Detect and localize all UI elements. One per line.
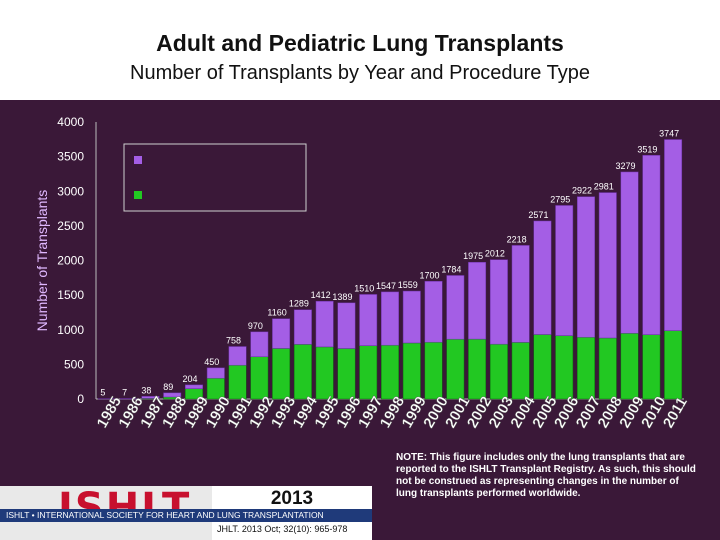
bar-purple — [642, 155, 661, 335]
bar-green — [381, 344, 399, 400]
bar-green — [337, 348, 356, 400]
bar-green — [228, 364, 247, 400]
stacked-bar-chart: 0 500 1000 1500 2000 2500 3000 3500 4000 Number o… — [34, 115, 691, 431]
bar-purple — [228, 346, 247, 366]
bar-total-label: 2571 — [528, 210, 548, 220]
bar-total-label: 1784 — [441, 264, 461, 274]
bar-purple — [381, 291, 399, 346]
legend-box — [123, 143, 307, 212]
bar-green — [577, 336, 595, 400]
bar-green — [424, 341, 443, 400]
bar-total-label: 1412 — [311, 290, 331, 300]
bar-purple — [489, 259, 508, 345]
bar-purple — [141, 396, 160, 399]
bar-green — [402, 342, 421, 400]
bar-purple — [337, 302, 356, 349]
bar-green — [511, 342, 530, 400]
chart-title: Adult and Pediatric Lung Transplants — [156, 30, 564, 56]
bar-green — [664, 330, 683, 400]
bar-total-label: 1547 — [376, 281, 396, 291]
bar-green — [642, 334, 661, 400]
bar-total-label: 3519 — [637, 144, 657, 154]
bar-green — [468, 338, 487, 400]
bar-total-label: 970 — [248, 321, 263, 331]
bar-green — [555, 335, 574, 400]
bar-purple — [402, 290, 421, 344]
legend-swatch-purple — [134, 156, 142, 164]
bar-total-label: 2922 — [572, 186, 592, 196]
bar-total-label: 1160 — [267, 308, 286, 318]
bar-total-label: 2795 — [550, 194, 570, 204]
bar-purple — [359, 294, 378, 346]
bar-green — [293, 344, 312, 400]
bar-purple — [185, 384, 203, 389]
bar-purple — [206, 367, 225, 379]
y-tick-label: 500 — [64, 357, 84, 371]
footnote: NOTE: This figure includes only the lung… — [396, 452, 696, 499]
bar-total-label: 1700 — [420, 270, 440, 280]
y-tick-label: 4000 — [57, 115, 84, 129]
y-tick-label: 3500 — [57, 150, 84, 164]
y-tick-label: 1000 — [57, 323, 84, 337]
bar-purple — [598, 192, 617, 339]
bar-total-label: 5 — [100, 388, 105, 398]
bar-green — [250, 356, 269, 400]
bar-total-label: 450 — [204, 357, 219, 367]
bar-total-label: 758 — [226, 336, 241, 346]
citation: JHLT. 2013 Oct; 32(10): 965-978 — [217, 524, 348, 534]
bar-purple — [446, 275, 465, 340]
bar-purple — [555, 205, 574, 336]
y-tick-label: 2500 — [57, 219, 84, 233]
bar-total-label: 1510 — [354, 283, 374, 293]
bar-total-label: 1389 — [332, 292, 352, 302]
bar-green — [446, 338, 465, 400]
bar-green — [533, 334, 552, 400]
bar-total-label: 3279 — [616, 161, 636, 171]
y-tick-label: 0 — [77, 392, 84, 406]
bar-green — [620, 333, 639, 400]
bar-purple — [533, 220, 552, 335]
bar-purple — [577, 196, 595, 338]
bar-total-label: 1975 — [463, 251, 483, 261]
bar-total-label: 2218 — [507, 234, 527, 244]
bar-purple — [272, 318, 291, 349]
title-banner — [0, 0, 720, 100]
y-tick-label: 1500 — [57, 288, 84, 302]
report-year: 2013 — [270, 488, 314, 509]
bar-total-label: 204 — [182, 374, 197, 384]
bar-purple — [664, 139, 683, 331]
y-axis-label: Number of Transplants — [34, 190, 50, 332]
legend-swatch-green — [134, 191, 142, 199]
bar-total-label: 2981 — [594, 182, 614, 192]
bar-green — [489, 343, 508, 400]
bar-green — [272, 348, 291, 400]
bar-total-label: 89 — [163, 382, 173, 392]
bar-total-label: 38 — [141, 385, 151, 395]
bar-purple — [163, 392, 182, 398]
chart-subtitle: Number of Transplants by Year and Proced… — [130, 62, 590, 84]
bar-total-label: 3747 — [659, 129, 679, 139]
society-strip: ISHLT • INTERNATIONAL SOCIETY FOR HEART … — [0, 509, 372, 522]
bar-purple — [424, 281, 443, 343]
bar-total-label: 1559 — [398, 280, 418, 290]
society-name: ISHLT • INTERNATIONAL SOCIETY FOR HEART … — [6, 510, 324, 520]
y-tick-label: 3000 — [57, 184, 84, 198]
bar-green — [359, 345, 378, 400]
bar-purple — [620, 171, 639, 334]
bar-total-label: 1289 — [289, 299, 309, 309]
bar-total-label: 7 — [122, 388, 127, 398]
bar-purple — [250, 331, 269, 358]
bar-green — [598, 337, 617, 400]
ishlt-logo: ISHLT — [58, 485, 192, 531]
bar-green — [315, 346, 334, 400]
bar-purple — [315, 300, 334, 348]
bar-purple — [293, 309, 312, 345]
y-tick-label: 2000 — [57, 254, 84, 268]
bar-purple — [511, 245, 530, 343]
bar-total-label: 2012 — [485, 249, 505, 259]
bar-purple — [468, 261, 487, 340]
